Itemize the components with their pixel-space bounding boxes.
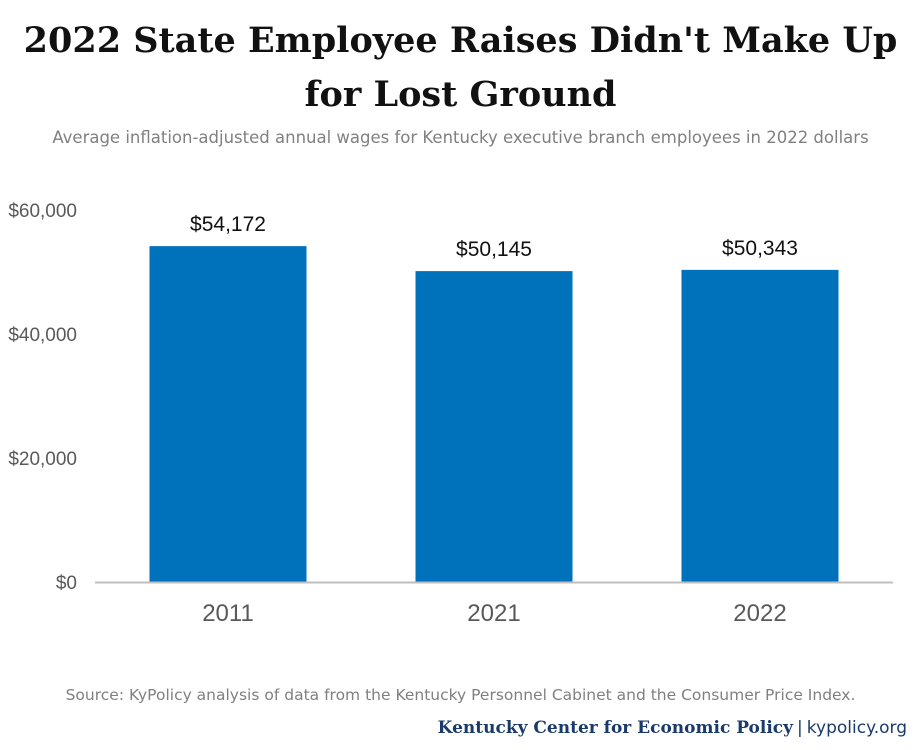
y-tick-label: $60,000 [8, 201, 77, 222]
chart-subtitle: Average inflation-adjusted annual wages … [52, 128, 869, 147]
bar-chart: $0 $20,000 $40,000 $60,000 $54,172 2011 $50,14… [8, 201, 893, 627]
x-tick-label: 2022 [733, 600, 786, 627]
data-label: $50,145 [456, 238, 532, 261]
chart-title-line-2: for Lost Ground [304, 74, 617, 115]
x-tick-label: 2011 [202, 600, 254, 627]
bar [681, 269, 839, 582]
footer-separator: | [797, 718, 803, 738]
x-tick-label: 2021 [467, 600, 520, 627]
chart-title-line-1: 2022 State Employee Raises Didn't Make U… [23, 20, 898, 61]
bar [149, 246, 307, 582]
y-tick-label: $0 [56, 573, 77, 594]
bar [415, 271, 573, 582]
org-name: Kentucky Center for Economic Policy [437, 718, 794, 738]
data-label: $50,343 [722, 237, 798, 260]
y-tick-label: $20,000 [8, 449, 77, 470]
footer-credit: Kentucky Center for Economic Policy | kypo… [438, 718, 907, 738]
data-label: $54,172 [190, 213, 266, 236]
site-link[interactable]: kypolicy.org [806, 718, 907, 738]
chart-title: 2022 State Employee Raises Didn't Make U… [0, 14, 921, 122]
y-tick-label: $40,000 [8, 325, 77, 346]
source-note: Source: KyPolicy analysis of data from t… [65, 686, 856, 704]
